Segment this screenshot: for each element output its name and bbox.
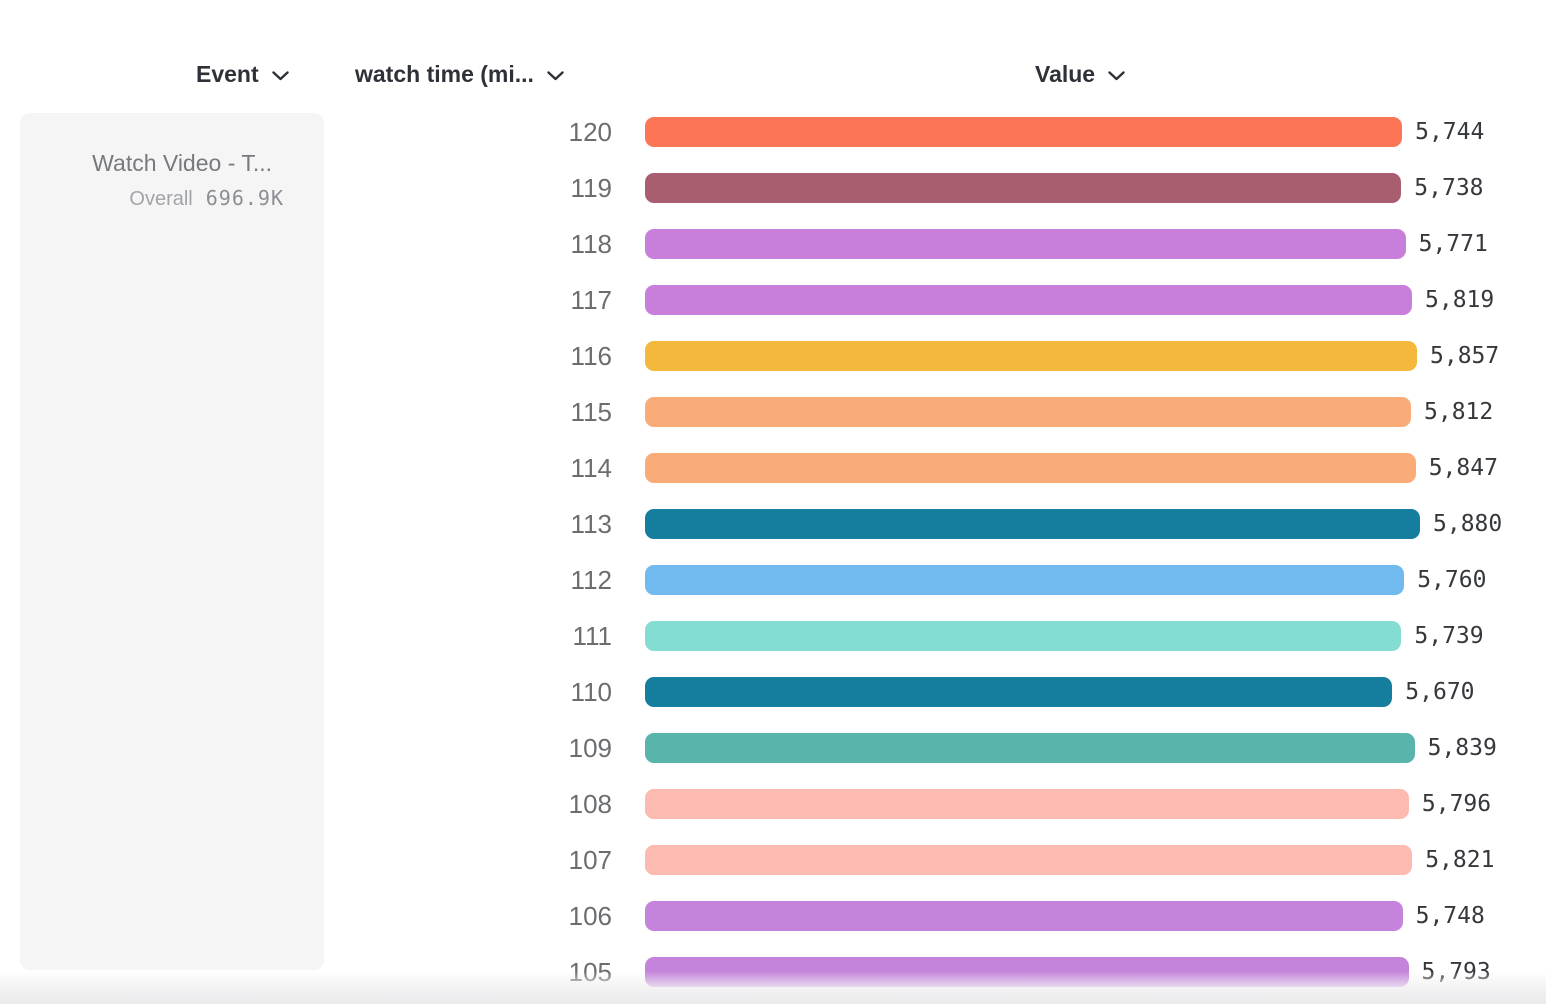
- event-column-label: Event: [196, 60, 259, 87]
- bar-category-label: 111: [572, 621, 612, 651]
- bar-value-label: 5,796: [1421, 791, 1492, 817]
- bar[interactable]: [645, 453, 1416, 483]
- bar-category-label: 105: [568, 957, 612, 987]
- event-column-header[interactable]: Event: [196, 59, 289, 89]
- value-column-header[interactable]: Value: [1035, 59, 1125, 89]
- metric-column-header[interactable]: watch time (mi...: [355, 59, 564, 89]
- bar[interactable]: [645, 397, 1411, 427]
- bar-value-label: 5,771: [1418, 231, 1488, 257]
- bar-value-label: 5,847: [1428, 455, 1498, 481]
- chart-row: 107 5,821: [0, 832, 1546, 888]
- bar-value-label: 5,760: [1417, 567, 1487, 593]
- overall-label: Overall: [129, 188, 193, 210]
- bar-category-label: 115: [570, 397, 612, 427]
- bar-value-label: 5,670: [1405, 679, 1475, 705]
- bar[interactable]: [645, 229, 1406, 259]
- bar-category-label: 114: [570, 453, 612, 483]
- chart-row: 109 5,839: [0, 720, 1546, 776]
- bar[interactable]: [645, 509, 1420, 539]
- bar[interactable]: [645, 565, 1405, 595]
- bar-value-label: 5,839: [1427, 735, 1497, 761]
- chart-row: 117 5,819: [0, 272, 1546, 328]
- bar-value-label: 5,739: [1414, 623, 1484, 649]
- bar[interactable]: [645, 285, 1412, 315]
- bar-category-label: 117: [570, 285, 612, 315]
- bar[interactable]: [645, 733, 1415, 763]
- bar-value-label: 5,793: [1421, 959, 1491, 985]
- event-card[interactable]: Watch Video - T... Overall 696.9K: [20, 113, 324, 970]
- chart-row: 111 5,739: [0, 608, 1546, 664]
- chevron-down-icon: [271, 70, 289, 80]
- chart-row: 105 5,793: [0, 944, 1546, 1000]
- chart-row: 113 5,880: [0, 496, 1546, 552]
- bar[interactable]: [645, 957, 1409, 987]
- bar[interactable]: [645, 677, 1393, 707]
- bar[interactable]: [645, 341, 1417, 371]
- chart-row: 115 5,812: [0, 384, 1546, 440]
- bar[interactable]: [645, 117, 1403, 147]
- chart-row: 119 5,738: [0, 160, 1546, 216]
- event-overall-row: Overall 696.9K: [20, 186, 324, 213]
- chart-row: 120 5,744: [0, 104, 1546, 160]
- bar-category-label: 109: [568, 733, 612, 763]
- chevron-down-icon: [547, 70, 564, 80]
- bar-category-label: 110: [570, 677, 612, 707]
- bar-value-label: 5,738: [1414, 175, 1484, 201]
- chevron-down-icon: [1108, 70, 1125, 80]
- bar-value-label: 5,812: [1424, 399, 1494, 425]
- chart-row: 106 5,748: [0, 888, 1546, 944]
- bar-category-label: 108: [568, 789, 612, 819]
- bar-category-label: 106: [568, 901, 612, 931]
- bar-value-label: 5,880: [1433, 511, 1503, 537]
- bar-category-label: 119: [570, 173, 612, 203]
- bar-value-label: 5,748: [1415, 903, 1485, 929]
- chart-row: 118 5,771: [0, 216, 1546, 272]
- bar-category-label: 107: [568, 845, 612, 875]
- bar[interactable]: [645, 901, 1403, 931]
- chart-row: 112 5,760: [0, 552, 1546, 608]
- bar-category-label: 116: [570, 341, 612, 371]
- bar-value-label: 5,744: [1415, 119, 1485, 145]
- chart-row: 110 5,670: [0, 664, 1546, 720]
- metric-column-label: watch time (mi...: [355, 60, 534, 87]
- bar-category-label: 118: [570, 229, 612, 259]
- bar-chart: 120 5,744 119 5,738 118 5,771 117 5,819 116 5,857…: [0, 104, 1546, 1000]
- chart-row: 116 5,857: [0, 328, 1546, 384]
- bar-category-label: 120: [568, 117, 612, 147]
- overall-value: 696.9K: [205, 186, 284, 210]
- bar[interactable]: [645, 621, 1402, 651]
- bar-category-label: 112: [570, 565, 612, 595]
- bar-value-label: 5,819: [1425, 287, 1495, 313]
- chart-row: 108 5,796: [0, 776, 1546, 832]
- bar[interactable]: [645, 845, 1413, 875]
- event-name: Watch Video - T...: [92, 150, 272, 176]
- value-column-label: Value: [1035, 60, 1096, 87]
- chart-row: 114 5,847: [0, 440, 1546, 496]
- bar[interactable]: [645, 789, 1409, 819]
- bar-category-label: 113: [570, 509, 612, 539]
- bar-value-label: 5,821: [1425, 847, 1495, 873]
- bar[interactable]: [645, 173, 1402, 203]
- bar-value-label: 5,857: [1430, 343, 1500, 369]
